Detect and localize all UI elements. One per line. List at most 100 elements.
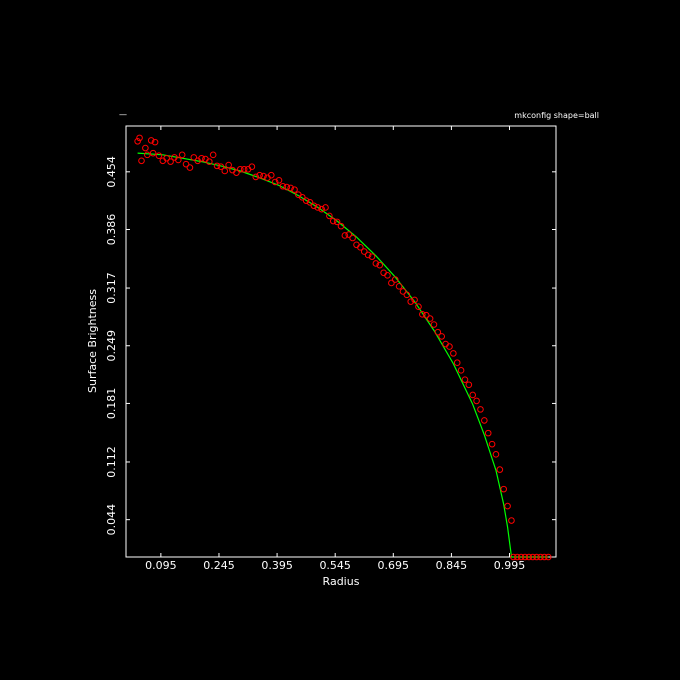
y-tick-label: 0.181 <box>105 388 118 420</box>
data-point <box>492 451 500 458</box>
data-point <box>465 381 473 389</box>
data-point <box>411 296 418 304</box>
data-point <box>310 202 318 210</box>
data-point <box>349 234 356 242</box>
data-point <box>271 178 279 186</box>
data-point <box>513 553 521 561</box>
data-point <box>260 172 267 180</box>
data-point <box>537 553 544 561</box>
data-point <box>544 553 552 561</box>
plot-frame <box>125 125 557 558</box>
data-point <box>256 171 263 179</box>
data-point <box>419 311 426 318</box>
y-axis: 0.044 0.112 0.181 0.249 0.317 0.386 0.454 <box>105 156 556 535</box>
data-point <box>329 217 337 225</box>
x-axis-label: Radius <box>323 575 360 588</box>
x-tick-label: 0.995 <box>494 559 526 572</box>
data-point <box>302 197 310 204</box>
data-point <box>174 156 182 164</box>
data-point <box>434 328 442 336</box>
data-point <box>360 248 368 255</box>
data-point <box>318 205 325 213</box>
data-point <box>240 165 248 173</box>
data-point <box>364 251 372 259</box>
data-point <box>306 199 314 206</box>
x-tick-label: 0.095 <box>145 559 177 572</box>
data-point <box>357 244 364 251</box>
data-point <box>322 204 329 211</box>
data-point <box>403 291 411 299</box>
data-point <box>438 333 446 340</box>
data-point <box>541 553 548 561</box>
data-points <box>134 134 552 561</box>
data-point <box>167 158 174 165</box>
data-point <box>510 553 517 561</box>
data-point <box>533 553 540 561</box>
data-point <box>291 186 298 193</box>
data-point <box>457 367 465 374</box>
data-point <box>453 359 461 367</box>
data-point <box>190 154 198 161</box>
y-tick-label: 0.044 <box>105 504 118 536</box>
data-point <box>217 163 225 171</box>
data-point <box>213 162 221 170</box>
y-tick-label: 0.112 <box>105 446 118 478</box>
data-point <box>221 167 229 175</box>
data-point <box>134 137 141 145</box>
data-point <box>407 298 415 305</box>
data-point <box>446 343 453 350</box>
data-point <box>521 553 529 561</box>
corner-mark: — <box>119 110 127 119</box>
data-point <box>138 157 145 165</box>
data-point <box>333 218 341 226</box>
data-point <box>384 272 391 279</box>
data-point <box>391 276 399 283</box>
data-point <box>430 321 438 328</box>
data-point <box>151 138 159 146</box>
x-tick-label: 0.395 <box>261 559 293 572</box>
data-point <box>147 137 155 144</box>
data-point <box>163 154 170 162</box>
data-point <box>488 440 496 448</box>
data-point <box>484 429 492 437</box>
data-point <box>209 151 217 159</box>
data-point <box>473 397 480 405</box>
y-tick-label: 0.386 <box>105 214 118 246</box>
data-point <box>481 417 488 424</box>
fit-line <box>137 152 549 558</box>
data-point <box>298 193 306 201</box>
data-point <box>508 517 515 524</box>
x-tick-label: 0.845 <box>436 559 468 572</box>
y-tick-label: 0.454 <box>105 156 118 188</box>
data-point <box>279 182 287 190</box>
chart-subtitle: mkconfig shape=ball <box>514 111 599 120</box>
data-point <box>186 164 194 171</box>
data-point <box>395 283 403 290</box>
data-point <box>399 288 407 295</box>
data-point <box>525 553 533 561</box>
data-point <box>376 261 384 269</box>
data-point <box>198 154 205 162</box>
data-point <box>368 253 376 260</box>
y-axis-label: Surface Brightness <box>86 289 99 393</box>
data-point <box>422 311 430 319</box>
x-axis: 0.095 0.245 0.395 0.545 0.695 0.845 0.995 <box>145 126 525 572</box>
data-point <box>426 315 434 322</box>
data-point <box>388 279 395 287</box>
data-point <box>142 144 149 152</box>
data-point <box>517 553 525 561</box>
data-point <box>341 232 349 239</box>
data-point <box>372 260 380 267</box>
data-point <box>182 160 190 168</box>
data-point <box>233 169 240 176</box>
data-point <box>415 303 422 311</box>
data-point <box>267 171 275 179</box>
data-point <box>252 173 260 181</box>
data-point <box>461 376 469 383</box>
data-point <box>469 391 477 399</box>
data-point <box>500 485 508 493</box>
x-tick-label: 0.545 <box>319 559 351 572</box>
data-point <box>275 176 283 184</box>
data-point <box>345 231 353 238</box>
